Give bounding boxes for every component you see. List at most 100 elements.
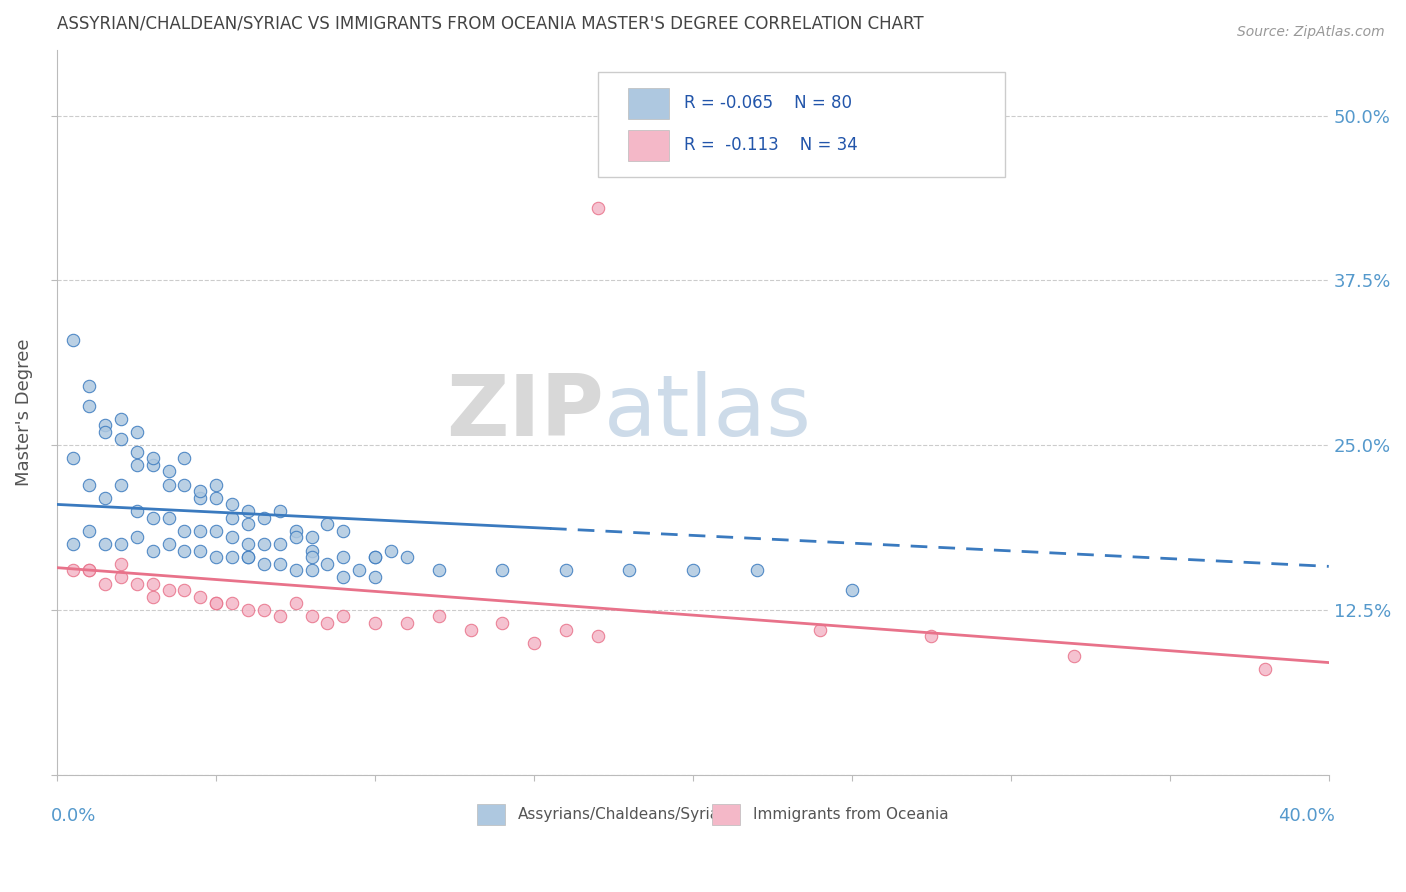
Point [188,491,211,505]
Point [364,570,387,584]
Point [205,524,228,538]
Point [301,609,323,624]
Point [586,629,609,643]
Point [125,504,148,518]
Point [188,524,211,538]
Text: 0.0%: 0.0% [51,807,97,825]
Point [395,550,418,565]
Point [77,399,100,413]
Point [173,477,195,491]
Point [619,563,641,577]
FancyBboxPatch shape [477,805,505,824]
Point [269,504,291,518]
Point [173,583,195,598]
Point [284,530,307,544]
Point [110,557,132,571]
Point [253,603,276,617]
Point [221,550,243,565]
Point [920,629,942,643]
Point [125,576,148,591]
Y-axis label: Master's Degree: Master's Degree [15,338,32,486]
Point [77,524,100,538]
Point [554,563,576,577]
Point [173,524,195,538]
Point [188,543,211,558]
Point [316,517,339,532]
Point [62,537,84,551]
Point [125,458,148,472]
Point [364,615,387,630]
Point [745,563,768,577]
Point [1063,648,1085,663]
Point [188,484,211,499]
Point [142,543,165,558]
FancyBboxPatch shape [628,88,669,119]
Point [94,576,117,591]
Point [62,563,84,577]
Point [94,537,117,551]
Point [491,563,513,577]
Point [221,530,243,544]
Point [236,550,259,565]
Point [332,570,354,584]
Point [142,451,165,466]
Point [125,425,148,439]
Point [157,477,180,491]
Point [142,576,165,591]
Point [808,623,831,637]
Text: atlas: atlas [605,371,813,454]
FancyBboxPatch shape [711,805,740,824]
Point [380,543,402,558]
Point [586,201,609,215]
Point [364,550,387,565]
Point [221,510,243,524]
Point [332,609,354,624]
Point [316,615,339,630]
Point [364,550,387,565]
Text: 40.0%: 40.0% [1278,807,1336,825]
Point [284,563,307,577]
Point [157,537,180,551]
Point [188,590,211,604]
Point [284,524,307,538]
Point [460,623,482,637]
Point [110,477,132,491]
Point [301,543,323,558]
Point [205,550,228,565]
Point [301,530,323,544]
Text: ASSYRIAN/CHALDEAN/SYRIAC VS IMMIGRANTS FROM OCEANIA MASTER'S DEGREE CORRELATION : ASSYRIAN/CHALDEAN/SYRIAC VS IMMIGRANTS F… [58,15,924,33]
Point [205,596,228,610]
Point [269,557,291,571]
Point [142,590,165,604]
Point [142,458,165,472]
Point [284,596,307,610]
Text: R = -0.065    N = 80: R = -0.065 N = 80 [685,95,852,112]
Point [395,615,418,630]
Point [332,524,354,538]
Point [110,537,132,551]
Point [110,432,132,446]
Point [94,418,117,433]
Point [142,510,165,524]
Point [253,557,276,571]
Point [301,563,323,577]
Point [349,563,371,577]
Point [841,583,863,598]
Point [332,550,354,565]
Point [157,583,180,598]
FancyBboxPatch shape [628,130,669,161]
Point [236,504,259,518]
Point [173,543,195,558]
Point [205,596,228,610]
Text: Source: ZipAtlas.com: Source: ZipAtlas.com [1237,25,1385,39]
Point [427,609,450,624]
Point [236,550,259,565]
Point [173,451,195,466]
Point [125,530,148,544]
Point [682,563,704,577]
Point [269,609,291,624]
Point [77,563,100,577]
Point [253,510,276,524]
Point [125,444,148,458]
Point [157,510,180,524]
